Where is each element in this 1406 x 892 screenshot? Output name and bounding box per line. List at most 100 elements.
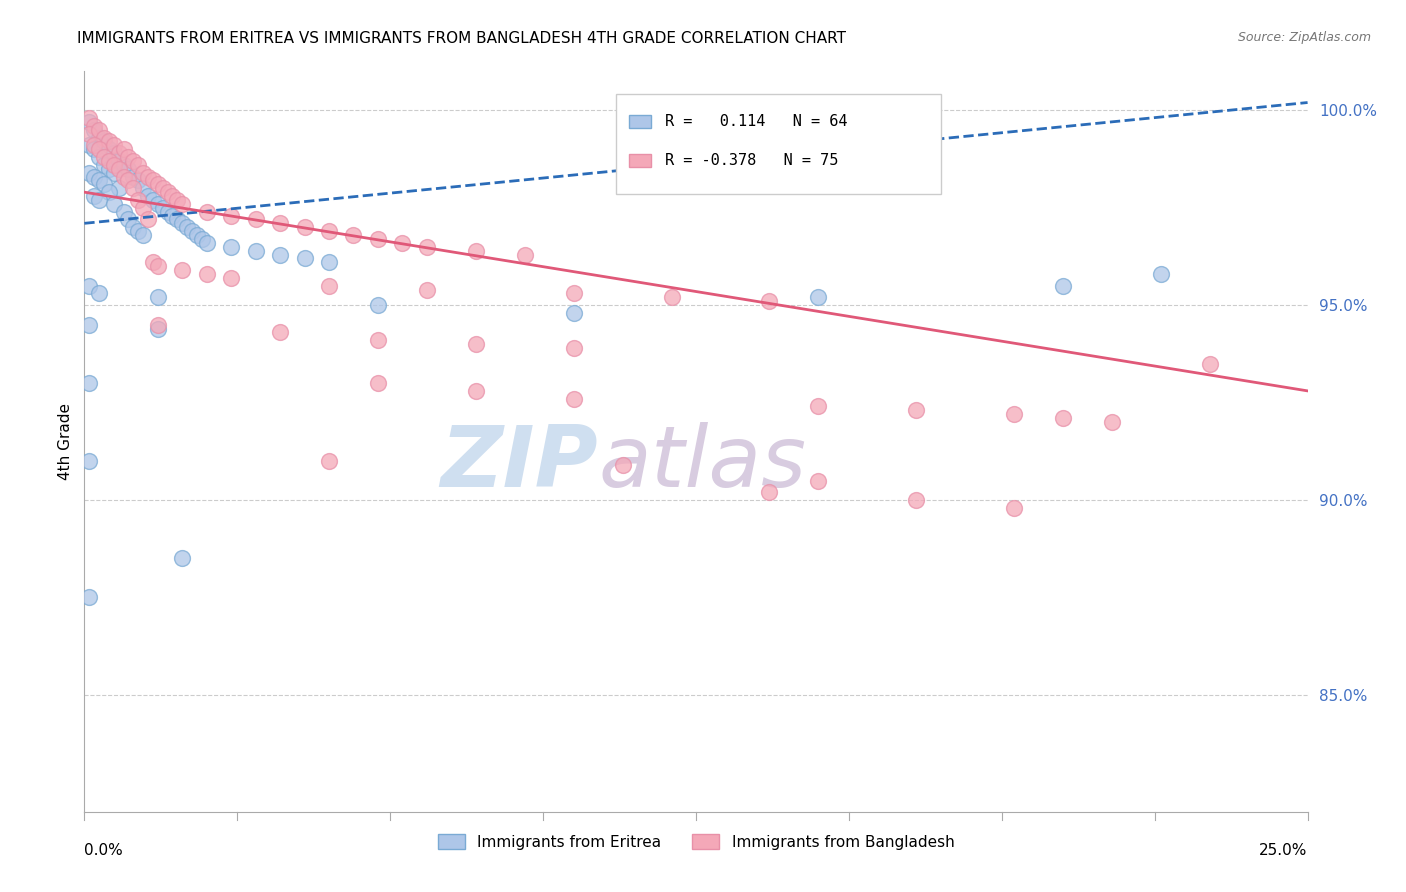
Point	[93, 178, 115, 192]
Point	[117, 212, 139, 227]
Text: ZIP: ZIP	[440, 422, 598, 505]
Point	[807, 290, 830, 304]
Point	[612, 458, 634, 472]
Point	[219, 209, 242, 223]
Point	[269, 247, 291, 261]
Point	[127, 224, 149, 238]
Point	[1052, 278, 1074, 293]
Point	[905, 403, 928, 417]
Point	[132, 166, 155, 180]
Point	[97, 153, 120, 168]
Point	[318, 255, 340, 269]
Point	[93, 158, 115, 172]
Point	[142, 173, 165, 187]
Point	[77, 318, 100, 332]
Point	[464, 337, 486, 351]
Point	[146, 178, 169, 192]
Point	[172, 263, 194, 277]
Point	[87, 286, 110, 301]
Point	[807, 400, 830, 414]
Point	[117, 150, 139, 164]
Point	[1101, 415, 1123, 429]
Point	[195, 235, 218, 250]
Point	[146, 290, 169, 304]
Point	[513, 247, 536, 261]
Point	[77, 166, 100, 180]
Point	[294, 252, 316, 266]
Point	[162, 209, 184, 223]
Point	[103, 197, 125, 211]
Point	[83, 169, 105, 184]
Point	[318, 224, 340, 238]
Point	[367, 333, 389, 347]
Point	[758, 485, 780, 500]
FancyBboxPatch shape	[628, 115, 651, 128]
Point	[93, 130, 115, 145]
Point	[103, 166, 125, 180]
Point	[245, 244, 267, 258]
Point	[342, 227, 364, 242]
Point	[219, 271, 242, 285]
Point	[905, 493, 928, 508]
Point	[562, 392, 585, 406]
Point	[191, 232, 214, 246]
Point	[93, 150, 115, 164]
Point	[318, 454, 340, 468]
Text: 0.0%: 0.0%	[84, 843, 124, 858]
Point	[172, 216, 194, 230]
Point	[416, 240, 439, 254]
Point	[122, 169, 145, 184]
Point	[195, 267, 218, 281]
Point	[391, 235, 413, 250]
Point	[132, 181, 155, 195]
Legend: Immigrants from Eritrea, Immigrants from Bangladesh: Immigrants from Eritrea, Immigrants from…	[432, 828, 960, 856]
Point	[112, 204, 135, 219]
Point	[661, 290, 683, 304]
Point	[146, 197, 169, 211]
Point	[1002, 407, 1025, 421]
Point	[83, 119, 105, 133]
Point	[464, 244, 486, 258]
Y-axis label: 4th Grade: 4th Grade	[58, 403, 73, 480]
Point	[367, 376, 389, 390]
Point	[562, 286, 585, 301]
Point	[122, 220, 145, 235]
Point	[97, 161, 120, 176]
Point	[464, 384, 486, 398]
Point	[562, 306, 585, 320]
Point	[156, 185, 179, 199]
Point	[83, 138, 105, 153]
Point	[176, 220, 198, 235]
Point	[152, 201, 174, 215]
Point	[294, 220, 316, 235]
Point	[97, 185, 120, 199]
Text: atlas: atlas	[598, 422, 806, 505]
Point	[103, 158, 125, 172]
Point	[117, 173, 139, 187]
Point	[132, 201, 155, 215]
FancyBboxPatch shape	[616, 94, 941, 194]
Point	[127, 158, 149, 172]
Point	[181, 224, 204, 238]
Point	[77, 111, 100, 125]
Point	[807, 474, 830, 488]
Point	[142, 193, 165, 207]
Point	[1150, 267, 1173, 281]
FancyBboxPatch shape	[628, 153, 651, 167]
Point	[112, 158, 135, 172]
Point	[83, 189, 105, 203]
Point	[562, 341, 585, 355]
Point	[83, 123, 105, 137]
Point	[97, 135, 120, 149]
Point	[136, 212, 159, 227]
Point	[77, 376, 100, 390]
Point	[77, 278, 100, 293]
Point	[245, 212, 267, 227]
Point	[122, 153, 145, 168]
Text: R =   0.114   N = 64: R = 0.114 N = 64	[665, 114, 848, 129]
Point	[367, 232, 389, 246]
Point	[136, 189, 159, 203]
Point	[107, 161, 129, 176]
Text: Source: ZipAtlas.com: Source: ZipAtlas.com	[1237, 31, 1371, 45]
Text: IMMIGRANTS FROM ERITREA VS IMMIGRANTS FROM BANGLADESH 4TH GRADE CORRELATION CHAR: IMMIGRANTS FROM ERITREA VS IMMIGRANTS FR…	[77, 31, 846, 46]
